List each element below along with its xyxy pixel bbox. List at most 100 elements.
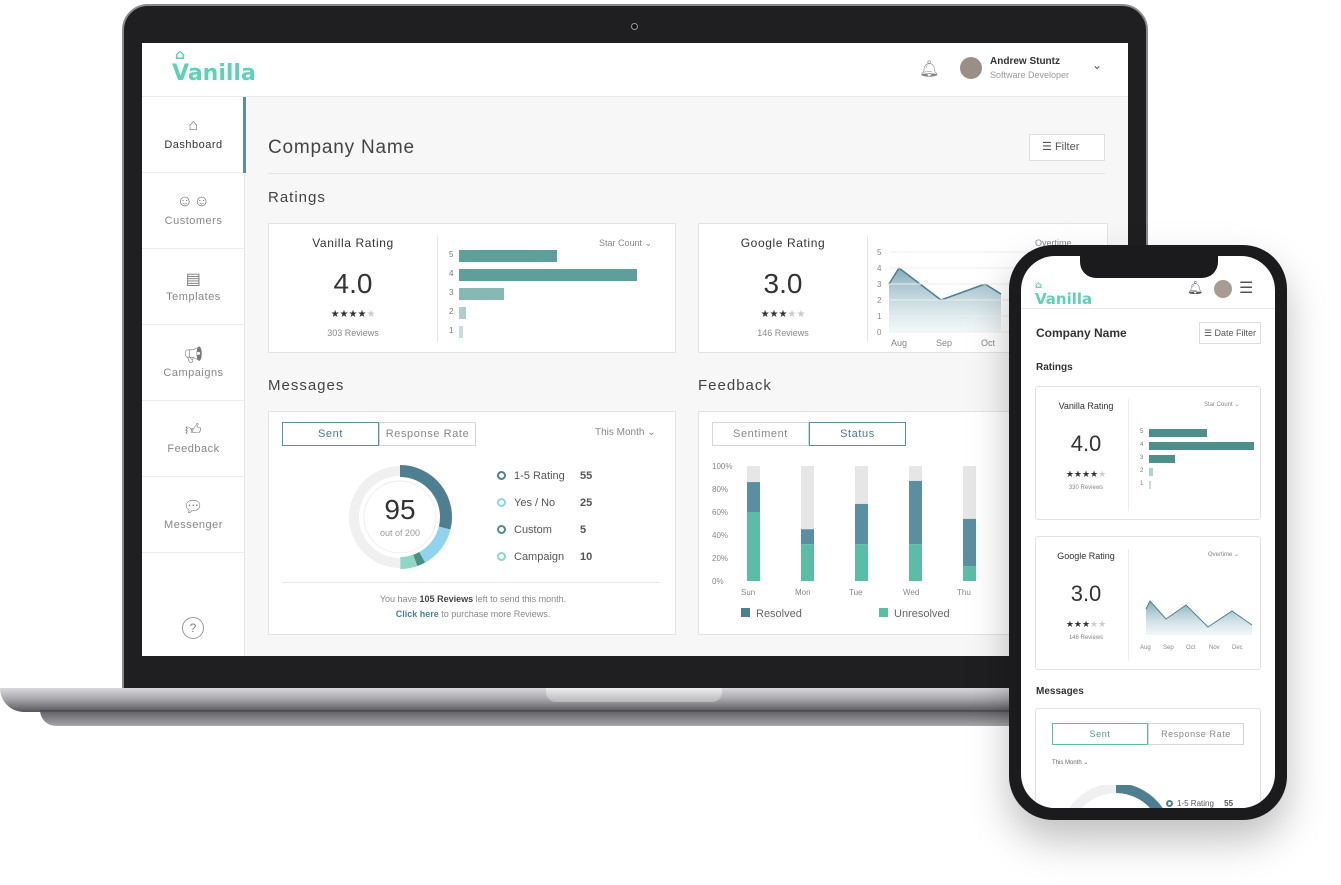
logo[interactable]: ⌂ Vanilla bbox=[172, 48, 256, 86]
overtime-dropdown[interactable]: Overtime bbox=[1035, 238, 1072, 248]
tab-response-rate[interactable]: Response Rate bbox=[379, 422, 476, 446]
legend-label: Yes / No bbox=[514, 497, 556, 509]
period-dropdown[interactable]: This Month ⌄ bbox=[595, 427, 656, 438]
tab-status[interactable]: Status bbox=[809, 422, 906, 446]
bar-label: 2 bbox=[1140, 468, 1144, 474]
donut-segment bbox=[1115, 785, 1163, 808]
sent-count: 95 bbox=[384, 494, 416, 525]
logo-text: Vanilla bbox=[1035, 290, 1093, 308]
legend-item: Yes / No 25 bbox=[497, 497, 592, 524]
bar-label: 5 bbox=[1140, 429, 1144, 435]
overtime-dropdown[interactable]: Overtime ⌄ bbox=[1208, 552, 1240, 558]
legend-value: 25 bbox=[580, 497, 593, 509]
y-tick-label: 20% bbox=[712, 554, 728, 563]
rating-bar bbox=[459, 250, 557, 262]
bell-icon[interactable]: 🔔︎ bbox=[1187, 280, 1204, 295]
x-tick-label: Nov bbox=[1209, 645, 1220, 651]
stars-filled: ★★★ bbox=[1065, 619, 1091, 629]
legend-value: 55 bbox=[580, 470, 593, 482]
legend-dot bbox=[497, 525, 506, 534]
phone-ratings-heading: Ratings bbox=[1036, 362, 1073, 373]
phone-messages-card: Sent Response Rate This Month ⌄ 1-5 Rati… bbox=[1035, 708, 1261, 808]
donut-segment bbox=[399, 465, 452, 530]
stars-filled: ★★★★ bbox=[330, 309, 367, 320]
dropdown-label: Star Count bbox=[599, 238, 643, 248]
filter-button[interactable]: ☰ Filter bbox=[1029, 134, 1105, 161]
rating-score: 3.0 bbox=[1070, 581, 1102, 606]
chevron-down-icon[interactable]: ⌄ bbox=[1092, 58, 1103, 72]
chevron-down-icon: ⌄ bbox=[647, 427, 656, 438]
date-filter-label: Date Filter bbox=[1214, 328, 1257, 338]
page-title: Company Name bbox=[268, 137, 415, 158]
stars-empty: ★★ bbox=[787, 309, 806, 320]
x-tick-label: Thu bbox=[957, 588, 971, 597]
period-dropdown[interactable]: This Month ⌄ bbox=[1052, 760, 1089, 766]
tab-response-rate[interactable]: Response Rate bbox=[1148, 723, 1244, 745]
tab-sent[interactable]: Sent bbox=[1052, 723, 1148, 745]
star-count-dropdown[interactable]: Star Count ⌄ bbox=[599, 238, 652, 249]
x-tick-label: Aug bbox=[891, 338, 907, 348]
document-icon: ▤ bbox=[185, 271, 202, 288]
tab-sentiment[interactable]: Sentiment bbox=[712, 422, 809, 446]
divider bbox=[1128, 399, 1129, 511]
star-count-dropdown[interactable]: Star Count ⌄ bbox=[1204, 402, 1240, 408]
legend-dot bbox=[1166, 800, 1173, 807]
avatar[interactable] bbox=[960, 57, 982, 79]
stars-empty: ★ bbox=[1098, 469, 1107, 479]
user-name: Andrew Stuntz bbox=[990, 56, 1060, 67]
rating-bar bbox=[459, 288, 504, 300]
bar-label: 3 bbox=[449, 288, 454, 297]
sidebar-item-dashboard[interactable]: ⌂ Dashboard bbox=[142, 97, 246, 173]
purchase-link[interactable]: Click here bbox=[395, 609, 439, 619]
rating-bar bbox=[1149, 468, 1154, 476]
dropdown-label: Overtime bbox=[1035, 238, 1072, 248]
x-tick-label: Sep bbox=[1163, 645, 1174, 651]
dropdown-label: This Month bbox=[595, 427, 645, 438]
divider bbox=[867, 236, 868, 342]
sidebar-item-customers[interactable]: ☺☺ Customers bbox=[142, 173, 245, 249]
bar-resolved bbox=[855, 544, 868, 581]
y-tick-label: 60% bbox=[712, 508, 728, 517]
sent-count-sub: out of 200 bbox=[379, 528, 421, 538]
legend-unresolved: Unresolved bbox=[879, 608, 950, 620]
card-title: Google Rating bbox=[740, 236, 826, 250]
tab-sent[interactable]: Sent bbox=[282, 422, 379, 446]
phone-google-card: Google Rating 3.0 ★★★★★ 146 Reviews Over… bbox=[1035, 536, 1261, 670]
avatar[interactable] bbox=[1214, 280, 1232, 298]
vanilla-rating-card: Vanilla Rating 4.0 ★★★★★ 303 Reviews Sta… bbox=[268, 223, 676, 353]
sidebar-item-templates[interactable]: ▤ Templates bbox=[142, 249, 245, 325]
x-tick-label: Aug bbox=[1140, 645, 1151, 651]
rating-score: 4.0 bbox=[1070, 431, 1102, 456]
sidebar-item-campaigns[interactable]: 📢︎ Campaigns bbox=[142, 325, 245, 401]
divider bbox=[268, 173, 1105, 174]
sidebar-item-feedback[interactable]: 👍︎ Feedback bbox=[142, 401, 245, 477]
home-icon: ⌂ bbox=[188, 117, 199, 134]
phone-logo[interactable]: ⌂ Vanilla bbox=[1035, 280, 1093, 309]
menu-icon[interactable]: ☰ bbox=[1239, 280, 1254, 297]
y-tick-label: 1 bbox=[877, 312, 882, 321]
y-tick-label: 2 bbox=[877, 296, 882, 305]
legend-item: 1-5 Rating 55 bbox=[497, 470, 592, 497]
legend-label: Campaign bbox=[514, 551, 565, 563]
rating-bar bbox=[1149, 442, 1254, 450]
bar-unresolved bbox=[855, 503, 868, 545]
note-text: left to send this month. bbox=[473, 594, 567, 604]
bar-resolved bbox=[801, 544, 814, 581]
divider bbox=[1128, 549, 1129, 661]
y-tick-label: 40% bbox=[712, 531, 728, 540]
legend-label: Resolved bbox=[756, 608, 802, 620]
y-tick-label: 3 bbox=[877, 280, 882, 289]
legend-swatch bbox=[879, 608, 888, 617]
phone-notch bbox=[1080, 256, 1218, 278]
date-filter-button[interactable]: ☰ Date Filter bbox=[1199, 322, 1261, 344]
help-icon[interactable]: ? bbox=[182, 617, 204, 639]
sidebar-item-messenger[interactable]: 💬︎ Messenger bbox=[142, 477, 245, 553]
rating-score: 3.0 bbox=[763, 268, 803, 299]
bell-icon[interactable]: 🔔︎ bbox=[919, 61, 940, 78]
sidebar-item-label: Dashboard bbox=[164, 139, 223, 151]
rating-bar bbox=[1149, 429, 1207, 437]
sliders-icon: ☰ bbox=[1042, 141, 1052, 153]
bar-label: 1 bbox=[449, 326, 454, 335]
ice-cream-icon: ⌂ bbox=[1035, 280, 1043, 291]
phone-donut-peek bbox=[1069, 785, 1163, 808]
